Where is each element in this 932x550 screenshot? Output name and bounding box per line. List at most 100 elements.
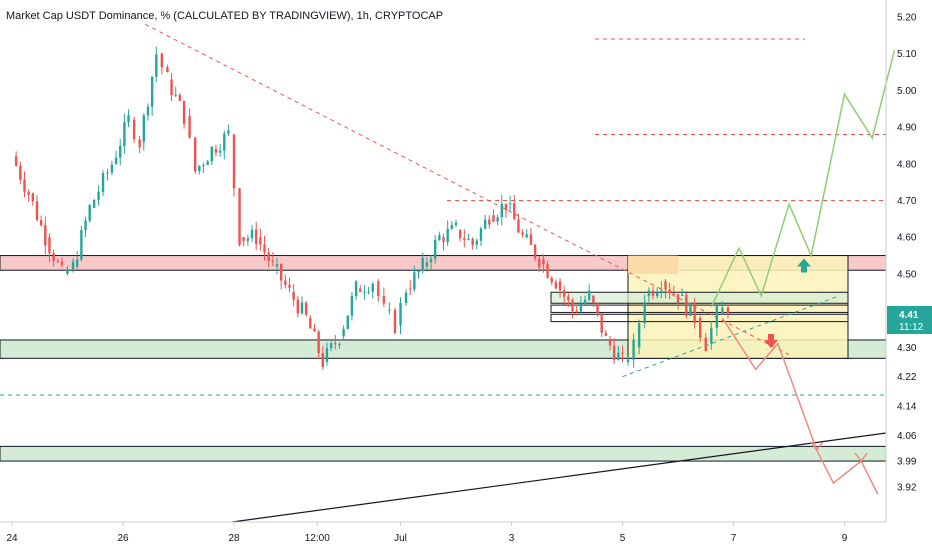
x-tick-label: 9 [842, 533, 848, 544]
candle-body [263, 244, 266, 253]
down-arrow-icon [764, 333, 778, 348]
y-tick-label: 4.70 [897, 196, 917, 207]
candle-body [142, 115, 146, 142]
x-tick-label: 12:00 [305, 533, 330, 544]
chart-title: Market Cap USDT Dominance, % (CALCULATED… [6, 10, 443, 22]
last-price-badge-bg [887, 306, 932, 334]
candle-body [550, 277, 553, 283]
candle-body [188, 116, 191, 138]
candle-body [726, 307, 730, 314]
candle-body [325, 348, 329, 362]
candle-body [655, 292, 659, 297]
candle-body [660, 290, 663, 293]
candle-body [496, 217, 499, 222]
candle-body [583, 299, 587, 304]
candle-body [479, 228, 483, 241]
candle-body [119, 145, 122, 158]
candle-body [575, 310, 578, 312]
candle-body [227, 130, 230, 134]
y-tick-label: 4.14 [897, 402, 917, 413]
candle-body [106, 172, 109, 174]
candle-body [232, 134, 236, 189]
y-tick-label: 5.00 [897, 86, 917, 97]
candle-body [238, 188, 241, 245]
candle-body [504, 203, 508, 211]
candle-body [359, 288, 362, 292]
candle-body [612, 345, 616, 360]
candle-body [155, 54, 158, 77]
candle-body [672, 293, 676, 295]
candle-body [317, 331, 320, 354]
candle-body [313, 328, 316, 332]
candle-body [350, 296, 354, 316]
candle-body [97, 191, 100, 200]
candle-body [354, 281, 358, 297]
candle-body [214, 149, 218, 153]
candle-body [309, 317, 312, 329]
candle-body [23, 179, 26, 192]
x-tick-label: Jul [394, 533, 407, 544]
candle-body [300, 302, 304, 314]
candle-body [596, 302, 599, 314]
candle-body [182, 100, 186, 124]
descending-trendline [144, 23, 790, 356]
candle-body [210, 146, 213, 162]
candle-body [463, 238, 466, 241]
candle-body [223, 133, 226, 151]
candle-body [377, 281, 380, 297]
candle-body [399, 302, 402, 326]
y-tick-label: 4.90 [897, 123, 917, 134]
candle-body [546, 264, 549, 278]
candle-body [689, 303, 692, 316]
candle-body [409, 288, 412, 290]
candle-body [608, 339, 612, 346]
price-axis[interactable]: 5.20 5.10 5.00 4.90 4.80 4.70 4.60 4.50 4.30 4.22… [897, 13, 917, 494]
candle-body [255, 229, 258, 245]
candle-body [218, 150, 222, 153]
candle-body [471, 238, 474, 246]
candle-body [267, 252, 270, 261]
signal-arrows [764, 258, 811, 348]
candle-body [150, 76, 154, 107]
candle-body [592, 295, 595, 303]
candle-body [206, 161, 209, 166]
candle-body [425, 262, 429, 267]
candle-body [66, 269, 69, 274]
candle-body [342, 328, 345, 337]
candle-body [198, 165, 201, 172]
y-tick-label: 4.30 [897, 343, 917, 354]
last-price-badge: 4.41 11:12 [887, 306, 932, 334]
projection-arrowhead [854, 452, 868, 463]
candle-body [446, 228, 449, 242]
candle-body [279, 263, 283, 281]
candle-body [604, 332, 608, 336]
candle-body [488, 219, 491, 225]
candle-body [388, 309, 391, 311]
mini-box [550, 291, 849, 304]
candle-body [382, 296, 386, 304]
candle-body [334, 343, 337, 345]
candle-body [600, 313, 603, 333]
candle-body [542, 259, 545, 265]
candle-body [80, 230, 83, 260]
candle-body [14, 156, 18, 166]
candle-body [417, 270, 420, 273]
candle-body [146, 106, 150, 116]
candle-body [626, 359, 630, 362]
candle-body [533, 244, 537, 259]
time-axis[interactable]: 24 26 28 12:00 Jul 3 5 7 9 [6, 522, 848, 544]
candle-body [246, 238, 250, 241]
candle-body [483, 219, 487, 229]
candle-body [367, 291, 370, 293]
candle-body [467, 238, 470, 241]
candle-body [558, 281, 562, 291]
candle-body [571, 300, 574, 312]
candle-body [371, 284, 374, 292]
candle-body [517, 219, 520, 233]
candle-body [174, 94, 177, 96]
candle-body [676, 294, 680, 303]
candle-body [52, 253, 55, 262]
candle-body [288, 284, 291, 288]
candle-body [438, 235, 441, 241]
